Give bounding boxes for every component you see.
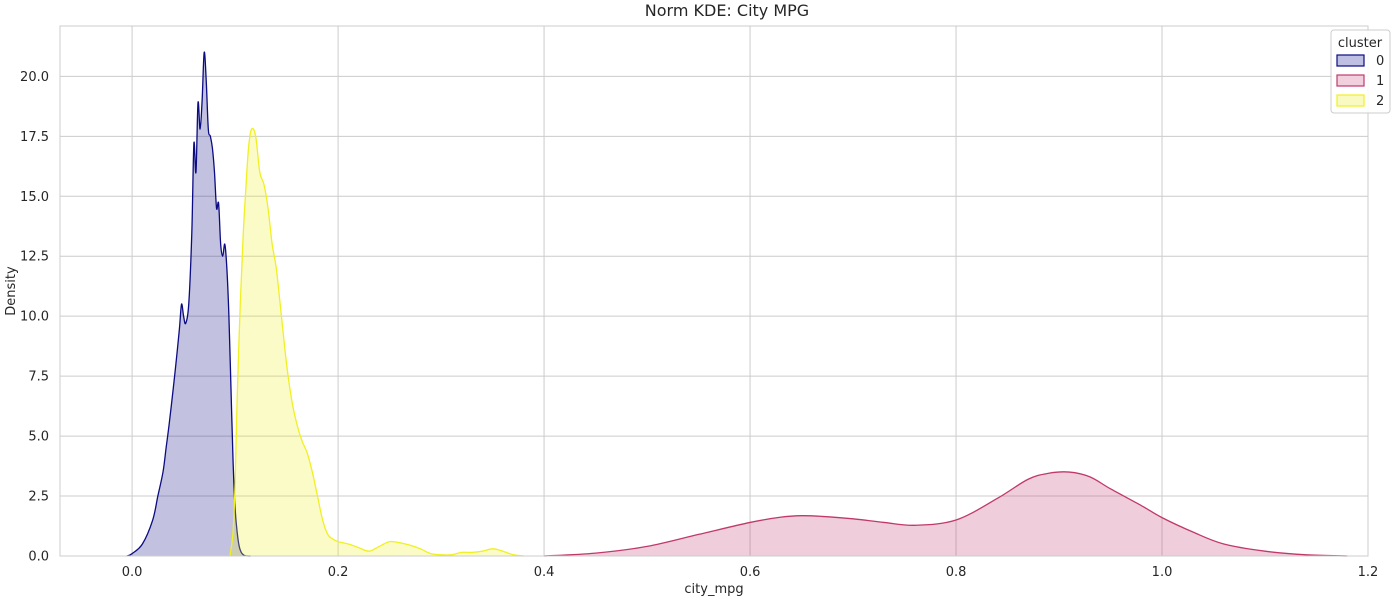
legend-label-cluster-2: 2 [1376, 94, 1384, 109]
y-axis-label: Density [4, 266, 19, 316]
legend-title: cluster [1338, 36, 1383, 51]
series-group [126, 51, 1348, 557]
legend-swatch-cluster-2 [1336, 94, 1365, 107]
kde-line-cluster-1 [544, 471, 1348, 557]
y-tick-label: 12.5 [20, 250, 49, 265]
legend-items: 0 1 2 [1336, 54, 1384, 109]
legend-swatch-cluster-1 [1336, 74, 1365, 87]
legend-swatch-cluster-0 [1336, 54, 1365, 67]
x-tick-label: 0.6 [740, 565, 761, 580]
x-tick-label: 1.2 [1358, 565, 1379, 580]
kde-area-cluster-2 [229, 128, 524, 557]
plot-frame [59, 25, 1369, 557]
y-tick-label: 7.5 [28, 370, 49, 385]
x-tick-label: 1.0 [1152, 565, 1173, 580]
y-tick-label: 10.0 [20, 310, 49, 325]
kde-area-cluster-0 [126, 52, 251, 556]
legend-frame [1330, 29, 1391, 114]
x-tick-label: 0.8 [946, 565, 967, 580]
x-tick-label: 0.0 [122, 565, 143, 580]
y-tick-label: 17.5 [20, 130, 49, 145]
chart-title: Norm KDE: City MPG [645, 1, 809, 20]
y-tick-label: 5.0 [28, 430, 49, 445]
kde-line-cluster-2 [229, 127, 524, 557]
tick-labels: 0.0 0.2 0.4 0.6 0.8 1.0 1.2 0.0 2.5 5.0 7.5 10.0 12.… [20, 70, 1378, 580]
plot-area [60, 26, 1368, 556]
y-tick-label: 2.5 [28, 490, 49, 505]
legend-label-cluster-1: 1 [1376, 74, 1384, 89]
x-axis-label: city_mpg [684, 582, 743, 597]
y-tick-label: 20.0 [20, 70, 49, 85]
kde-area-cluster-1 [544, 471, 1348, 556]
legend-label-cluster-0: 0 [1376, 54, 1384, 69]
y-tick-label: 0.0 [28, 550, 49, 565]
kde-line-cluster-0 [126, 51, 251, 557]
legend: cluster 0 1 2 [1330, 29, 1391, 114]
x-tick-label: 0.2 [328, 565, 349, 580]
x-tick-label: 0.4 [534, 565, 555, 580]
y-tick-label: 15.0 [20, 190, 49, 205]
